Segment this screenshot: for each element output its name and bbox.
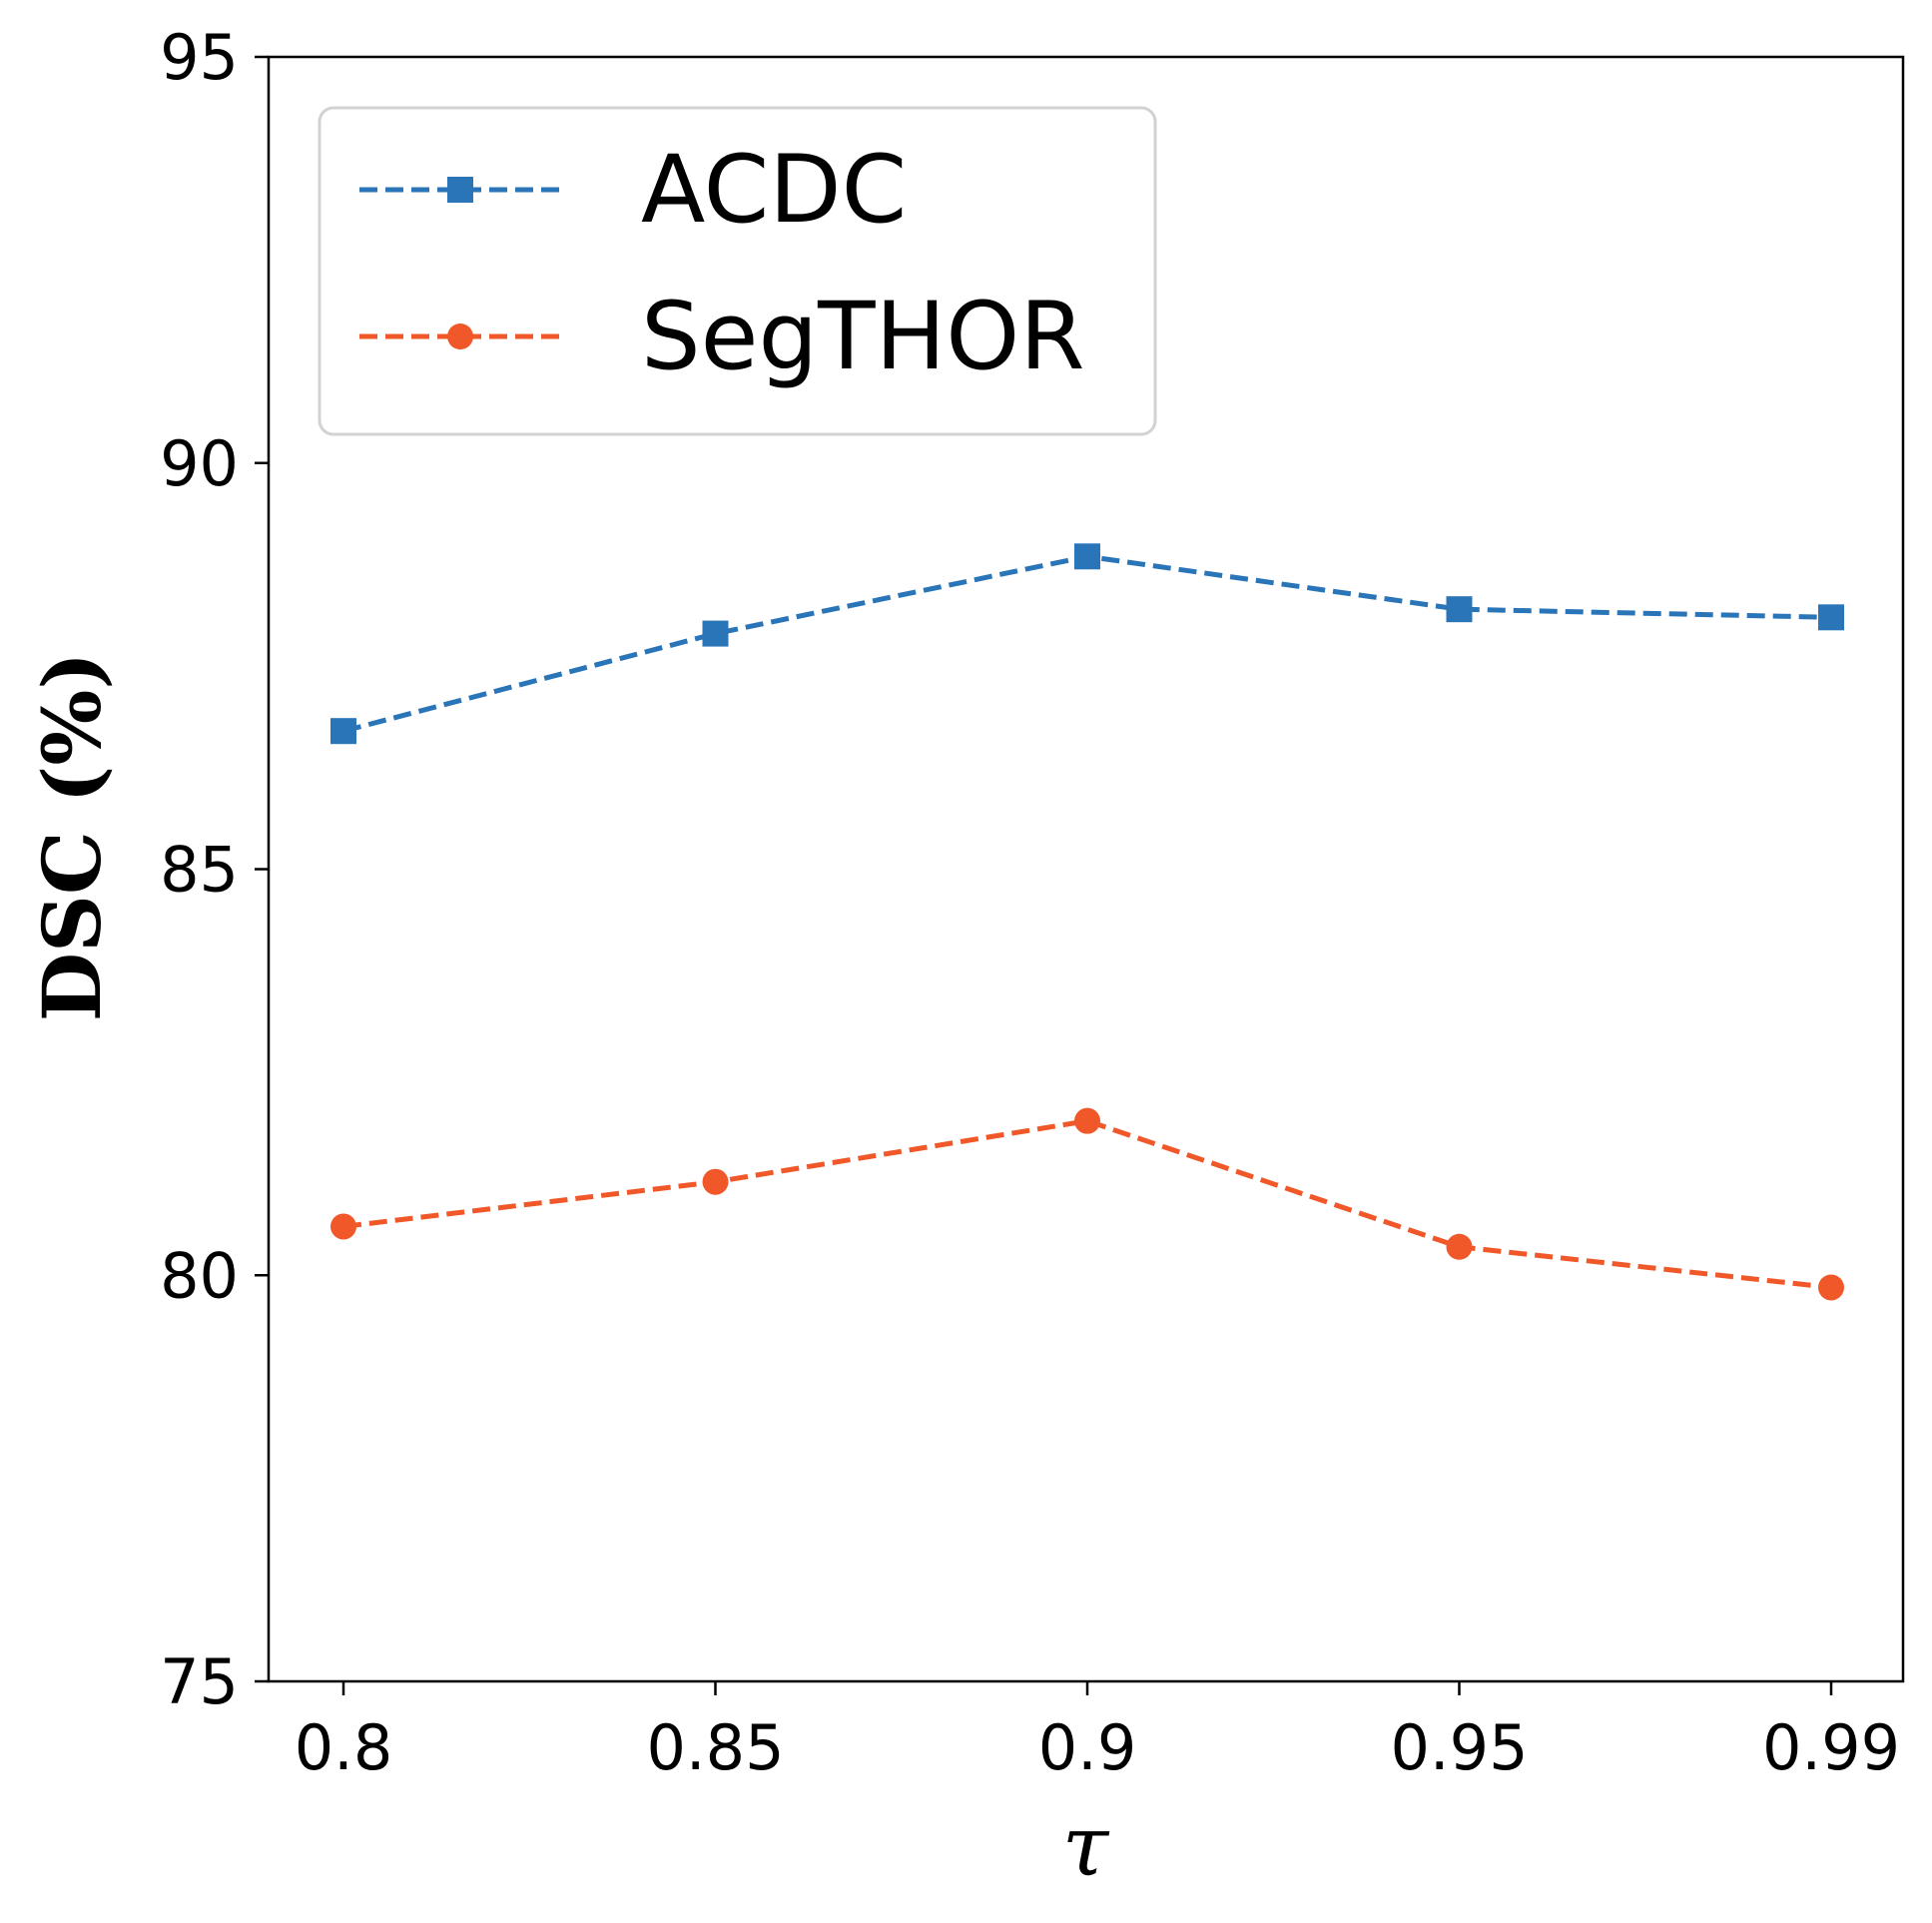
- legend: ACDC SegTHOR: [318, 106, 1157, 436]
- data-point: [1446, 596, 1473, 623]
- x-tick-label: 0.85: [646, 1711, 784, 1784]
- y-tick-label: 85: [160, 834, 239, 907]
- series-line-segthor: [342, 1118, 1832, 1290]
- data-point: [702, 1168, 729, 1195]
- data-point: [1818, 1274, 1844, 1301]
- data-point: [1818, 604, 1844, 631]
- x-axis-label: τ: [1062, 1797, 1110, 1895]
- x-tick-label: 0.9: [1038, 1711, 1137, 1784]
- data-point: [330, 1213, 356, 1240]
- y-tick-label: 80: [160, 1239, 239, 1312]
- x-tick-label: 0.8: [295, 1711, 393, 1784]
- legend-item-segthor: SegTHOR: [359, 283, 1085, 391]
- series-segthor: [330, 1107, 1844, 1301]
- legend-label: ACDC: [641, 136, 907, 245]
- x-tick-label: 0.95: [1390, 1711, 1528, 1784]
- y-tick-label: 90: [160, 427, 239, 500]
- data-point: [702, 620, 729, 647]
- y-tick-label: 95: [160, 21, 239, 94]
- legend-item-acdc: ACDC: [359, 136, 907, 245]
- y-tick-label: 75: [160, 1645, 239, 1718]
- y-axis-label: DSC (%): [25, 652, 119, 1021]
- y-axis: 75 80 85 90 95: [160, 21, 269, 1718]
- series-acdc: [330, 543, 1844, 745]
- data-point: [1446, 1233, 1473, 1260]
- series-line-acdc: [342, 553, 1832, 734]
- legend-label: SegTHOR: [641, 283, 1085, 391]
- legend-marker: [447, 177, 473, 203]
- data-point: [330, 718, 356, 745]
- x-axis: 0.8 0.85 0.9 0.95 0.99: [295, 1681, 1900, 1784]
- x-tick-label: 0.99: [1762, 1711, 1900, 1784]
- legend-marker: [447, 323, 473, 349]
- data-point: [1074, 543, 1100, 570]
- data-point: [1074, 1107, 1100, 1134]
- series-layer: [330, 543, 1844, 1301]
